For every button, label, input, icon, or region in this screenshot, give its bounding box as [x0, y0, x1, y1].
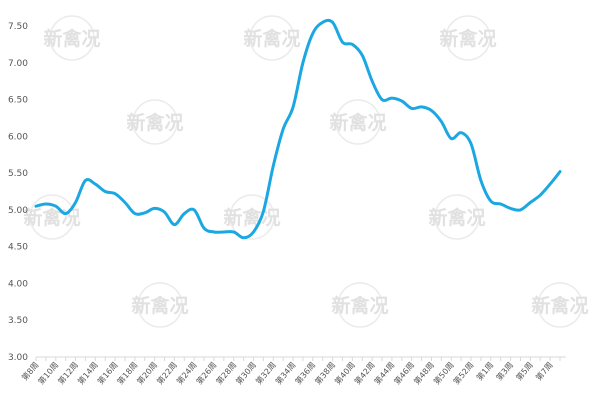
x-tick-label: 第34周 — [273, 360, 297, 386]
watermark-text: 新禽况 — [23, 206, 80, 229]
x-tick-label: 第20周 — [135, 360, 159, 386]
y-tick-label: 3.00 — [8, 353, 28, 363]
x-tick-label: 第7周 — [533, 360, 554, 383]
x-tick-label: 第24周 — [174, 360, 198, 386]
watermark-ring — [537, 282, 583, 328]
watermark-text: 新禽况 — [329, 111, 386, 134]
y-tick-label: 4.00 — [8, 279, 28, 289]
watermark-text: 新禽况 — [531, 294, 588, 317]
x-tick-label: 第28周 — [214, 360, 238, 386]
watermark-text: 新禽况 — [243, 27, 300, 50]
watermark-text: 新禽况 — [223, 206, 280, 229]
y-tick-label: 5.00 — [8, 206, 28, 216]
x-tick-label: 第12周 — [56, 360, 80, 386]
x-tick-label: 第40周 — [332, 360, 356, 386]
y-tick-label: 6.00 — [8, 132, 28, 142]
y-tick-label: 5.50 — [8, 169, 28, 179]
watermark-ring — [49, 15, 95, 61]
x-tick-label: 第46周 — [392, 360, 416, 386]
watermark-text: 新禽况 — [428, 206, 485, 229]
x-tick-label: 第50周 — [431, 360, 455, 386]
watermark-text: 新禽况 — [126, 111, 183, 134]
y-tick-label: 7.00 — [8, 59, 28, 69]
watermark-ring — [249, 15, 295, 61]
x-tick-label: 第52周 — [451, 360, 475, 386]
watermark-ring — [337, 282, 383, 328]
x-tick-label: 第5周 — [514, 360, 535, 383]
y-tick-label: 3.50 — [8, 316, 28, 326]
x-tick-label: 第26周 — [194, 360, 218, 386]
watermark-ring — [434, 194, 480, 240]
x-tick-label: 第42周 — [352, 360, 376, 386]
x-tick-label: 第10周 — [36, 360, 60, 386]
x-tick-label: 第36周 — [293, 360, 317, 386]
watermark-text: 新禽况 — [131, 294, 188, 317]
x-tick-label: 第32周 — [253, 360, 277, 386]
x-tick-label: 第38周 — [313, 360, 337, 386]
watermark-ring — [445, 15, 491, 61]
watermark-ring — [335, 99, 381, 145]
watermark-text: 新禽况 — [331, 294, 388, 317]
x-tick-label: 第3周 — [494, 360, 515, 383]
x-tick-label: 第44周 — [372, 360, 396, 386]
y-tick-label: 7.50 — [8, 22, 28, 32]
series-line — [34, 18, 562, 240]
x-axis-ticks: 第8周第10周第12周第14周第16周第18周第20周第22周第24周第26周第… — [19, 357, 561, 386]
y-tick-label: 4.50 — [8, 243, 28, 253]
watermark-text: 新禽况 — [439, 27, 496, 50]
watermark-ring — [229, 194, 275, 240]
watermark-ring — [132, 99, 178, 145]
x-tick-label: 第18周 — [115, 360, 139, 386]
x-tick-label: 第30周 — [234, 360, 258, 386]
x-tick-label: 第22周 — [154, 360, 178, 386]
x-tick-label: 第14周 — [75, 360, 99, 386]
x-tick-label: 第48周 — [412, 360, 436, 386]
watermark-text: 新禽况 — [43, 27, 100, 50]
y-axis-ticks: 3.00 3.50 4.00 4.50 5.00 5.50 6.00 6.50 7.00 7.50 — [8, 22, 28, 363]
watermark-ring — [29, 194, 75, 240]
x-tick-label: 第1周 — [474, 360, 495, 383]
watermark-ring — [137, 282, 183, 328]
x-tick-label: 第16周 — [95, 360, 119, 386]
y-tick-label: 6.50 — [8, 96, 28, 106]
